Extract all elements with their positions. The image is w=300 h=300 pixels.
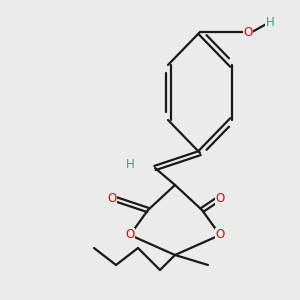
Text: O: O (125, 229, 135, 242)
Text: O: O (243, 26, 253, 38)
Text: O: O (215, 229, 225, 242)
Text: H: H (126, 158, 134, 172)
Text: H: H (266, 16, 274, 28)
Text: O: O (215, 191, 225, 205)
Text: O: O (107, 191, 117, 205)
